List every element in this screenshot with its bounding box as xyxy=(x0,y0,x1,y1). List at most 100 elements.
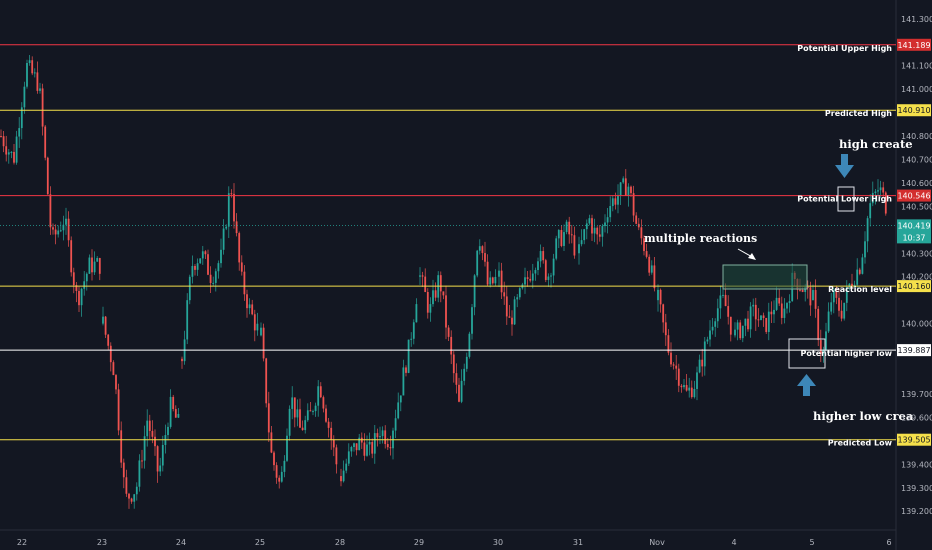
countdown-tag: 10:37 xyxy=(902,233,925,242)
y-tick-6: 140.500 xyxy=(901,202,932,211)
higher-low-box xyxy=(788,338,826,369)
candle-body-104 xyxy=(273,452,275,466)
candle-body-233 xyxy=(614,198,617,205)
level-tag-1: 140.910 xyxy=(897,106,930,115)
candle-body-139 xyxy=(366,444,368,456)
candle-body-154 xyxy=(405,367,407,373)
candle-body-80 xyxy=(209,274,212,284)
candle-body-108 xyxy=(283,460,286,472)
candle-body-308 xyxy=(812,290,814,301)
candle-body-78 xyxy=(204,251,207,255)
candle-body-259 xyxy=(683,385,685,388)
candle-body-211 xyxy=(555,238,558,259)
candle-body-262 xyxy=(690,387,693,398)
candle-body-326 xyxy=(858,269,861,274)
candle-body-255 xyxy=(672,364,675,366)
candle-body-9 xyxy=(23,86,26,108)
candle-body-250 xyxy=(659,289,662,305)
candle-body-242 xyxy=(637,223,640,228)
candle-body-50 xyxy=(130,498,133,502)
candle-body-261 xyxy=(688,387,691,391)
candle-body-88 xyxy=(230,193,233,195)
candle-body-122 xyxy=(319,386,322,398)
candle-body-1 xyxy=(2,136,5,147)
candle-body-281 xyxy=(741,325,744,339)
y-tick-2: 141.000 xyxy=(901,85,932,94)
candle-body-317 xyxy=(835,290,838,298)
candle-body-284 xyxy=(749,306,752,330)
candle-body-207 xyxy=(544,260,547,280)
candle-body-220 xyxy=(580,240,583,245)
level-tag-bg-5 xyxy=(897,433,931,446)
candle-body-4 xyxy=(10,151,13,153)
candle-body-91 xyxy=(238,233,241,263)
candle-body-199 xyxy=(524,277,526,285)
candle-body-11 xyxy=(28,60,31,63)
candle-body-95 xyxy=(248,304,251,309)
candle-body-252 xyxy=(664,322,667,336)
candle-body-292 xyxy=(770,311,773,315)
candle-body-197 xyxy=(518,288,521,298)
candle-body-136 xyxy=(358,437,361,451)
candle-body-74 xyxy=(194,265,196,270)
candle-body-127 xyxy=(332,439,335,448)
candle-body-120 xyxy=(314,405,317,412)
candle-body-256 xyxy=(675,365,678,369)
candle-body-190 xyxy=(500,270,503,293)
candle-body-277 xyxy=(729,316,732,335)
candle-body-42 xyxy=(109,345,112,363)
candle-body-14 xyxy=(36,72,39,91)
levels-layer: Potential Upper High Predicted High Potent… xyxy=(0,44,896,448)
candle-body-100 xyxy=(262,327,265,359)
candle-body-318 xyxy=(838,297,840,311)
candle-body-283 xyxy=(747,318,749,330)
candle-body-143 xyxy=(376,433,379,438)
candle-body-196 xyxy=(516,297,519,300)
candle-body-96 xyxy=(251,304,254,315)
candle-body-206 xyxy=(542,251,545,261)
candle-body-90 xyxy=(235,221,238,234)
candle-body-36 xyxy=(93,261,96,273)
candle-body-236 xyxy=(622,178,625,183)
candle-body-254 xyxy=(670,352,672,365)
candle-body-260 xyxy=(685,385,688,391)
x-tick-3: 25 xyxy=(255,538,265,547)
candle-body-329 xyxy=(866,218,869,242)
candle-body-216 xyxy=(568,221,571,235)
candle-body-227 xyxy=(598,234,601,237)
candle-body-119 xyxy=(312,411,314,413)
candle-body-273 xyxy=(719,295,722,309)
candle-body-99 xyxy=(260,327,262,336)
candle-body-115 xyxy=(301,427,304,431)
candle-body-258 xyxy=(680,385,683,388)
candle-body-135 xyxy=(355,443,358,451)
candle-body-298 xyxy=(786,303,788,309)
candle-body-111 xyxy=(291,397,294,409)
candle-body-146 xyxy=(384,430,387,445)
high-created-box xyxy=(837,186,855,212)
candle-body-28 xyxy=(72,272,75,286)
candle-body-205 xyxy=(539,251,542,262)
candle-body-65 xyxy=(169,396,172,427)
candle-body-0 xyxy=(0,136,2,138)
candle-body-188 xyxy=(494,276,497,284)
candle-body-30 xyxy=(78,290,80,306)
candle-body-320 xyxy=(843,302,846,319)
candle-body-45 xyxy=(117,389,120,431)
candle-body-157 xyxy=(412,322,415,339)
y-tick-7: 140.300 xyxy=(901,249,932,258)
candle-body-79 xyxy=(207,254,209,275)
candle-body-52 xyxy=(135,486,138,495)
level-tag-bg-0 xyxy=(897,38,931,51)
candle-body-138 xyxy=(363,442,366,456)
candle-body-285 xyxy=(752,304,755,307)
candle-body-76 xyxy=(199,258,202,264)
x-tick-8: Nov xyxy=(649,538,665,547)
candle-body-162 xyxy=(426,291,429,313)
candle-body-84 xyxy=(220,249,222,264)
candle-body-48 xyxy=(125,477,128,494)
pointer-arrow-icon xyxy=(737,248,756,260)
candle-body-35 xyxy=(91,257,93,273)
candle-body-202 xyxy=(531,273,534,281)
